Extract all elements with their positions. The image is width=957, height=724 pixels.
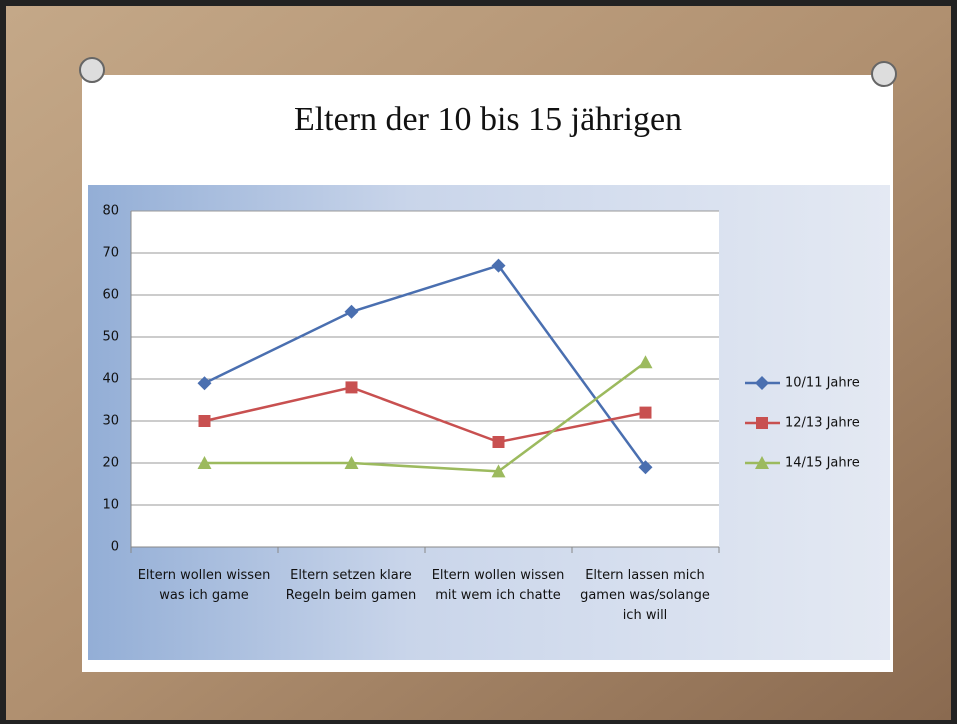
marker bbox=[492, 436, 505, 448]
marker bbox=[638, 355, 653, 369]
y-tick-label: 10 bbox=[102, 498, 119, 513]
y-tick-label: 0 bbox=[111, 540, 119, 555]
legend-marker bbox=[756, 417, 768, 429]
series-line bbox=[204, 361, 647, 473]
x-tick-label: Eltern wollen wissen was ich game bbox=[137, 568, 271, 603]
y-tick-label: 80 bbox=[102, 204, 119, 219]
y-tick-label: 40 bbox=[102, 372, 119, 387]
y-tick-label: 60 bbox=[102, 288, 119, 303]
marker bbox=[638, 460, 653, 475]
marker bbox=[344, 456, 359, 469]
pushpin bbox=[79, 57, 105, 83]
chart-title: Eltern der 10 bis 15 jährigen bbox=[294, 101, 682, 138]
marker bbox=[198, 415, 211, 427]
x-tick-label: Eltern wollen wissen mit wem ich chatte bbox=[431, 568, 565, 603]
legend-label: 10/11 Jahre bbox=[785, 376, 860, 391]
marker bbox=[197, 456, 212, 469]
pushpin bbox=[871, 61, 897, 87]
marker bbox=[344, 304, 359, 319]
x-tick-label: Eltern lassen mich gamen was/solange ich… bbox=[580, 568, 710, 623]
y-tick-label: 70 bbox=[102, 246, 119, 261]
y-tick-label: 30 bbox=[102, 414, 119, 429]
legend-marker bbox=[755, 376, 769, 390]
series-line bbox=[203, 264, 647, 468]
marker bbox=[491, 464, 506, 478]
y-tick-label: 20 bbox=[102, 456, 119, 471]
x-tick-label: Eltern setzen klare Regeln beim gamen bbox=[285, 568, 417, 603]
legend-label: 12/13 Jahre bbox=[785, 416, 860, 431]
series-line bbox=[204, 386, 646, 444]
marker bbox=[197, 376, 212, 391]
marker bbox=[491, 258, 506, 273]
y-tick-label: 50 bbox=[102, 330, 119, 345]
legend-label: 14/15 Jahre bbox=[785, 456, 860, 471]
legend-marker bbox=[755, 456, 769, 469]
marker bbox=[345, 381, 358, 394]
marker bbox=[639, 406, 652, 419]
